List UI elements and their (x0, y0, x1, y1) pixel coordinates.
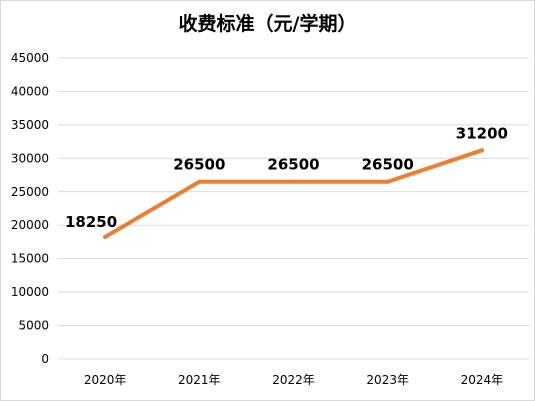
data-point (291, 179, 296, 184)
data-point (385, 179, 390, 184)
data-label: 26500 (362, 156, 414, 174)
data-point (479, 148, 484, 153)
y-tick-label: 35000 (11, 118, 49, 132)
data-label: 26500 (173, 156, 225, 174)
data-label: 26500 (267, 156, 319, 174)
data-point (103, 234, 108, 239)
x-tick-label: 2022年 (272, 373, 315, 387)
data-label: 18250 (65, 213, 117, 231)
x-tick-label: 2020年 (84, 373, 127, 387)
chart-title: 收费标准（元/学期） (178, 13, 357, 35)
x-tick-label: 2021年 (178, 373, 221, 387)
y-tick-label: 25000 (11, 185, 49, 199)
y-tick-label: 30000 (11, 151, 49, 165)
x-tick-label: 2023年 (366, 373, 409, 387)
y-tick-label: 45000 (11, 51, 49, 65)
y-tick-label: 15000 (11, 252, 49, 266)
y-tick-label: 20000 (11, 218, 49, 232)
data-point (197, 179, 202, 184)
data-label: 31200 (456, 124, 508, 142)
y-tick-label: 10000 (11, 285, 49, 299)
y-tick-label: 0 (41, 352, 49, 366)
x-tick-label: 2024年 (461, 373, 504, 387)
y-tick-label: 40000 (11, 84, 49, 98)
y-tick-label: 5000 (18, 319, 49, 333)
